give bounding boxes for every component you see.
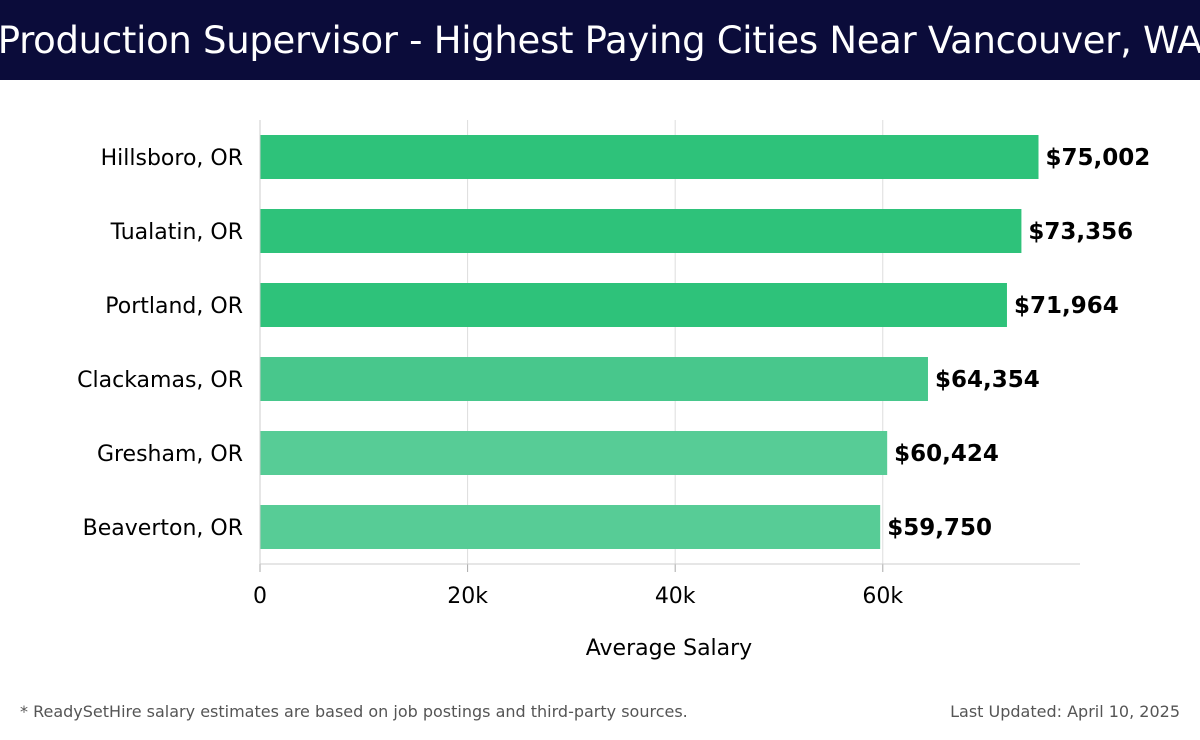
y-category-label: Hillsboro, OR [101, 146, 243, 171]
bar-value-label: $59,750 [887, 515, 992, 541]
chart-title: Production Supervisor - Highest Paying C… [0, 18, 1200, 62]
y-category-label: Tualatin, OR [110, 220, 243, 245]
bar [260, 209, 1022, 253]
bar-value-label: $75,002 [1046, 145, 1151, 171]
grid-lines [467, 120, 884, 564]
bar-value-label: $71,964 [1014, 293, 1119, 319]
title-bar: Production Supervisor - Highest Paying C… [0, 0, 1200, 80]
x-tick-label: 60k [862, 584, 903, 609]
axes: 0 20k 40k 60k Hillsboro, OR Tualatin, OR Portl… [77, 120, 1080, 609]
last-updated: Last Updated: April 10, 2025 [950, 702, 1180, 721]
bar [260, 505, 881, 549]
bar-value-label: $73,356 [1028, 219, 1133, 245]
bar [260, 283, 1007, 327]
x-tick-label: 0 [253, 584, 267, 609]
y-category-label: Clackamas, OR [77, 368, 243, 393]
bar-value-label: $64,354 [935, 367, 1040, 393]
salary-bar-chart: $75,002 $73,356 $71,964 $64,354 $60,424 $59,7… [77, 120, 1150, 661]
y-category-label: Gresham, OR [97, 442, 243, 467]
y-category-label: Beaverton, OR [83, 516, 243, 541]
bar [260, 357, 928, 401]
bars: $75,002 $73,356 $71,964 $64,354 $60,424 $59,7… [260, 135, 1150, 549]
y-category-label: Portland, OR [105, 294, 243, 319]
x-tick-label: 40k [655, 584, 696, 609]
x-tick-label: 20k [447, 584, 488, 609]
x-axis-title: Average Salary [586, 636, 752, 661]
footnote: * ReadySetHire salary estimates are base… [20, 702, 688, 721]
bar [260, 135, 1039, 179]
bar-value-label: $60,424 [894, 441, 999, 467]
bar [260, 431, 888, 475]
